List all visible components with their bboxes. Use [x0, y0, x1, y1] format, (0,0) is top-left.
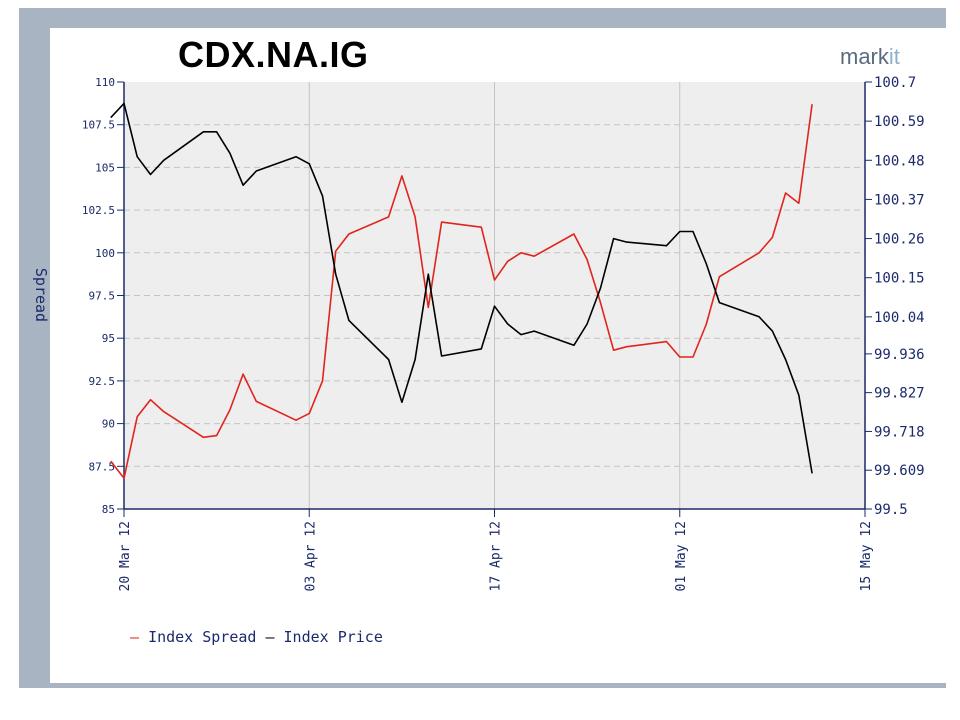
y2-tick-label: 99.827 [874, 386, 925, 402]
y2-tick-label: 99.936 [874, 347, 925, 363]
y-tick-label: 97.5 [89, 290, 116, 303]
legend-swatch-price: — [265, 628, 275, 646]
y2-tick-label: 100.7 [874, 75, 916, 91]
x-tick-label: 17 Apr 12 [489, 521, 504, 591]
legend: — Index Spread — Index Price [130, 628, 383, 646]
y-tick-label: 105 [95, 161, 115, 174]
y2-tick-label: 100.37 [874, 192, 925, 208]
legend-swatch-spread: — [130, 628, 140, 646]
y2-tick-label: 100.26 [874, 232, 925, 248]
x-tick-label: 20 Mar 12 [118, 521, 133, 591]
y2-tick-label: 100.48 [874, 153, 925, 169]
y2-tick-label: 100.04 [874, 310, 925, 326]
y-tick-label: 110 [95, 76, 115, 89]
y-tick-label: 107.5 [82, 119, 115, 132]
x-tick-label: 15 May 12 [859, 521, 874, 591]
y2-tick-label: 100.15 [874, 271, 925, 287]
y-tick-label: 87.5 [89, 460, 116, 473]
series-line-index-spread [110, 104, 813, 480]
y-tick-label: 95 [102, 332, 115, 345]
chart-title: CDX.NA.IG [178, 34, 369, 75]
x-tick-label: 03 Apr 12 [303, 521, 318, 591]
legend-label-spread: Index Spread [148, 628, 257, 646]
y2-tick-label: 99.718 [874, 424, 925, 440]
x-tick-label: 01 May 12 [674, 521, 689, 591]
y-tick-label: 100 [95, 247, 115, 260]
y2-tick-label: 99.609 [874, 463, 925, 479]
logo-accent: it [888, 44, 900, 69]
y-tick-label: 102.5 [82, 204, 115, 217]
markit-logo: markit [840, 44, 900, 70]
y-axis-label: Spread [32, 268, 50, 322]
logo-main: mark [840, 44, 889, 69]
y-tick-label: 85 [102, 503, 115, 516]
y2-tick-label: 99.5 [874, 502, 908, 518]
legend-label-price: Index Price [283, 628, 383, 646]
series-line-index-price [110, 102, 813, 474]
y-tick-label: 92.5 [89, 375, 116, 388]
y-tick-label: 90 [102, 418, 115, 431]
y2-tick-label: 100.59 [874, 114, 925, 130]
